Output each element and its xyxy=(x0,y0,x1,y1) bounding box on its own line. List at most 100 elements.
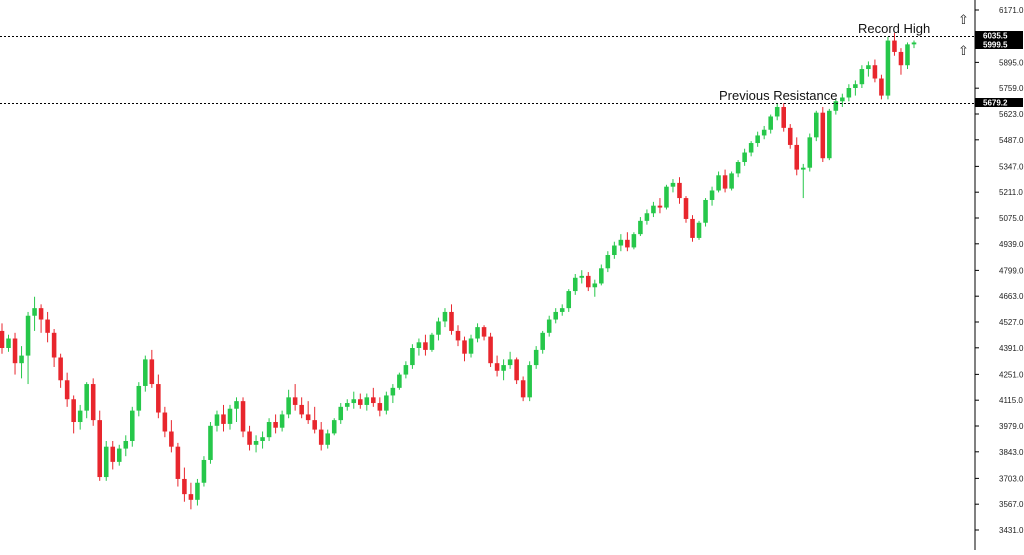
candle-body xyxy=(787,127,793,145)
candle-body xyxy=(533,349,539,366)
candle xyxy=(51,329,57,367)
candle-body xyxy=(97,420,102,478)
candle xyxy=(553,308,558,324)
candle xyxy=(761,125,767,140)
candle xyxy=(410,344,415,369)
candle-body xyxy=(253,440,259,445)
candle xyxy=(318,422,324,451)
y-tick-label: 4799.0 xyxy=(999,266,1024,275)
candle xyxy=(898,48,904,75)
candle-body xyxy=(501,365,506,371)
candle xyxy=(12,332,18,375)
candle xyxy=(299,397,304,419)
candle-body xyxy=(84,384,89,411)
y-tick-label: 5347.0 xyxy=(999,162,1024,171)
candle-body xyxy=(670,182,676,187)
candle xyxy=(0,323,5,354)
candle xyxy=(840,93,845,107)
candle xyxy=(781,103,786,132)
candle xyxy=(416,338,422,356)
candle xyxy=(221,404,226,432)
candle xyxy=(748,141,754,157)
candle xyxy=(97,410,102,481)
candle xyxy=(403,361,409,379)
arrow-up-icon: ⇧ xyxy=(958,43,969,58)
candle-body xyxy=(77,410,83,423)
candle xyxy=(358,393,363,409)
candle-body xyxy=(377,403,383,411)
candle xyxy=(325,429,330,449)
candle xyxy=(612,241,617,259)
candle-body xyxy=(644,213,650,221)
candle xyxy=(709,186,715,206)
candle-body xyxy=(214,414,220,426)
candle-body xyxy=(182,478,187,495)
candle xyxy=(214,410,220,432)
candle-body xyxy=(279,414,285,428)
candle xyxy=(260,431,265,449)
candle-body xyxy=(527,365,532,398)
candle-body xyxy=(553,311,558,320)
price-axis: 6171.0 5895.0 5759.0 5623.0 5487.0 5347.0 5211… xyxy=(975,6,1024,535)
candle xyxy=(462,336,467,362)
svg-text:6035.5: 6035.5 xyxy=(983,32,1008,41)
candle-body xyxy=(136,385,142,411)
candle xyxy=(234,397,239,423)
candle xyxy=(436,317,441,341)
candle xyxy=(25,311,31,385)
candle xyxy=(579,270,585,284)
candle-body xyxy=(449,311,454,331)
candle xyxy=(227,404,233,430)
candle-body xyxy=(351,399,357,404)
candle xyxy=(442,308,448,328)
candle-body xyxy=(677,182,682,199)
candle xyxy=(429,332,435,352)
candle-body xyxy=(599,268,604,284)
y-tick-label: 4391.0 xyxy=(999,344,1024,353)
candle-body xyxy=(149,359,155,385)
y-tick-label: 5211.0 xyxy=(999,188,1023,197)
candle-body xyxy=(397,374,402,388)
candle xyxy=(331,418,337,436)
candle xyxy=(455,325,461,347)
candle-body xyxy=(331,420,337,434)
candle xyxy=(19,346,24,379)
candle xyxy=(253,435,259,453)
candle-body xyxy=(416,342,422,348)
candle xyxy=(742,148,747,166)
candle-body xyxy=(0,330,5,348)
candle xyxy=(735,160,741,178)
candle-body xyxy=(853,84,858,88)
candle xyxy=(143,355,148,392)
candle-body xyxy=(364,397,370,405)
candle xyxy=(266,418,272,441)
candle-body xyxy=(546,319,552,333)
candle-body xyxy=(188,494,194,500)
candle xyxy=(794,137,800,176)
y-tick-label: 6171.0 xyxy=(999,6,1024,15)
candle-body xyxy=(318,429,324,445)
candle xyxy=(110,440,116,470)
candle xyxy=(156,374,161,419)
candle-body xyxy=(612,245,617,256)
candle xyxy=(175,442,181,487)
candle xyxy=(533,346,539,369)
candle-body xyxy=(240,401,246,432)
candle-body xyxy=(103,446,109,478)
candle xyxy=(572,273,578,295)
candle-body xyxy=(885,40,891,96)
candle-body xyxy=(814,112,819,138)
candle xyxy=(566,289,572,312)
y-tick-label: 3703.0 xyxy=(999,474,1024,483)
candle-body xyxy=(143,359,148,386)
candle xyxy=(631,232,637,250)
candle-body xyxy=(742,152,747,163)
candle xyxy=(240,397,246,438)
candle xyxy=(605,251,611,273)
candle xyxy=(338,403,344,424)
candle-body xyxy=(514,359,519,381)
candle xyxy=(377,397,383,417)
candle-body xyxy=(592,283,598,288)
candle-body xyxy=(208,425,213,460)
